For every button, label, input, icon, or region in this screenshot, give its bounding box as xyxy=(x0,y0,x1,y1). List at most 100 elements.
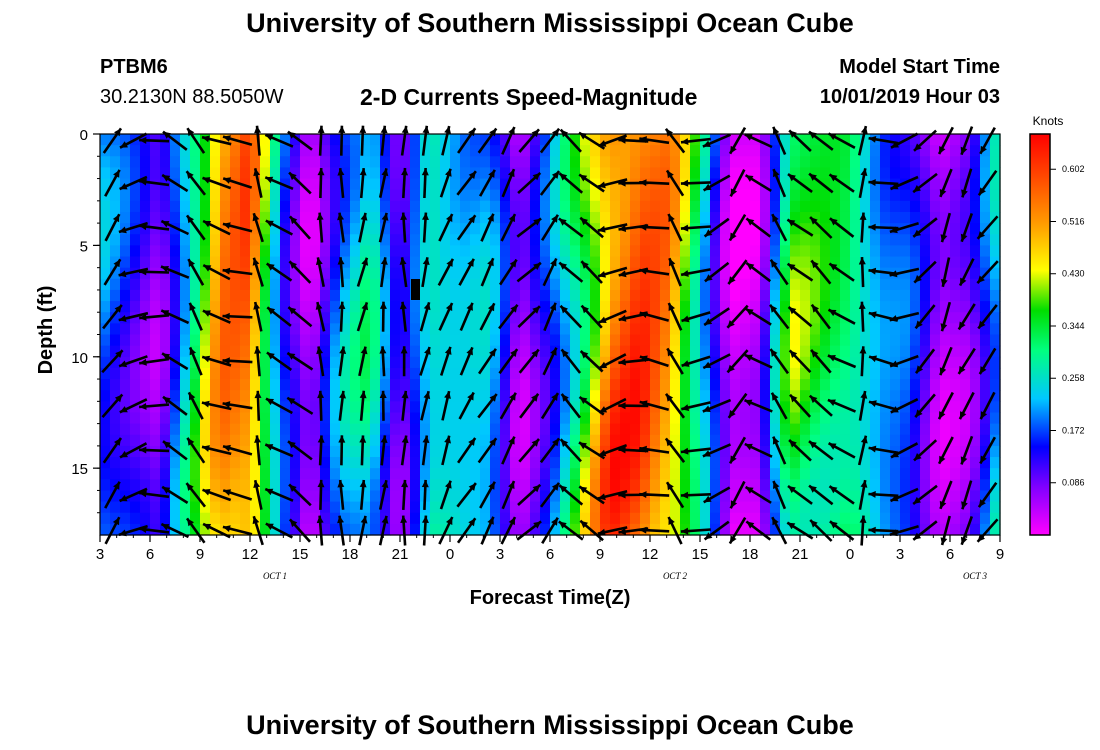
heatmap-cell xyxy=(740,278,751,291)
heatmap-cell xyxy=(570,434,581,447)
heatmap-cell xyxy=(510,234,521,246)
heatmap-cell xyxy=(380,356,391,369)
heatmap-cell xyxy=(240,512,251,525)
heatmap-cell xyxy=(300,234,311,246)
heatmap-cell xyxy=(920,323,931,336)
current-arrow-head xyxy=(203,523,212,531)
heatmap-cell xyxy=(230,267,241,280)
heatmap-cell xyxy=(360,367,371,380)
heatmap-cell xyxy=(770,334,781,347)
heatmap-cell xyxy=(480,278,491,291)
current-arrow-head xyxy=(730,500,738,509)
current-arrow-head xyxy=(265,220,274,227)
heatmap-cell xyxy=(310,523,321,536)
heatmap-cell xyxy=(720,390,731,402)
heatmap-cell xyxy=(510,501,521,514)
current-arrow-head xyxy=(487,213,494,222)
heatmap-cell xyxy=(180,323,191,336)
heatmap-cell xyxy=(300,490,311,503)
heatmap-cell xyxy=(720,345,731,358)
heatmap-cell xyxy=(200,267,211,280)
heatmap-cell xyxy=(210,479,221,492)
heatmap-cell xyxy=(800,301,811,313)
heatmap-cell xyxy=(160,145,171,157)
heatmap-cell xyxy=(690,490,701,503)
heatmap-cell xyxy=(270,390,281,402)
heatmap-cell xyxy=(340,412,351,425)
heatmap-cell xyxy=(220,278,231,291)
heatmap-cell xyxy=(570,479,581,492)
heatmap-cell xyxy=(920,479,931,492)
heatmap-cell xyxy=(950,501,961,514)
heatmap-cell xyxy=(250,200,261,213)
heatmap-cell xyxy=(130,178,141,191)
heatmap-cell xyxy=(760,457,771,469)
heatmap-cell xyxy=(370,512,381,525)
heatmap-cell xyxy=(510,289,521,302)
heatmap-cell xyxy=(330,323,341,336)
heatmap-cell xyxy=(800,479,811,492)
heatmap-cell xyxy=(410,134,421,146)
heatmap-cell xyxy=(810,267,821,280)
heatmap-cell xyxy=(890,167,901,180)
heatmap-cell xyxy=(990,323,1001,336)
heatmap-cell xyxy=(790,468,801,480)
current-arrow-head xyxy=(890,494,899,502)
heatmap-cell xyxy=(970,267,981,280)
heatmap-cell xyxy=(600,512,611,525)
heatmap-cell xyxy=(150,245,161,258)
heatmap-cell xyxy=(720,468,731,480)
heatmap-cell xyxy=(580,134,591,146)
heatmap-cell xyxy=(270,512,281,525)
heatmap-cell xyxy=(270,356,281,369)
heatmap-cell xyxy=(300,245,311,258)
heatmap-cell xyxy=(740,523,751,536)
heatmap-cell xyxy=(630,223,641,235)
heatmap-cell xyxy=(260,334,271,347)
heatmap-cell xyxy=(660,278,671,291)
heatmap-cell xyxy=(290,390,301,402)
heatmap-cell xyxy=(880,323,891,336)
heatmap-cell xyxy=(290,289,301,302)
heatmap-cell xyxy=(600,256,611,269)
heatmap-cell xyxy=(600,134,611,146)
heatmap-cell xyxy=(460,512,471,525)
heatmap-cell xyxy=(650,367,661,380)
heatmap-cell xyxy=(360,234,371,246)
heatmap-cell xyxy=(360,189,371,202)
heatmap-cell xyxy=(930,323,941,336)
heatmap-cell xyxy=(910,390,921,402)
heatmap-cell xyxy=(160,289,171,302)
heatmap-cell xyxy=(980,367,991,380)
heatmap-cell xyxy=(910,223,921,235)
heatmap-cell xyxy=(790,479,801,492)
heatmap-cell xyxy=(500,401,511,414)
heatmap-cell xyxy=(640,512,651,525)
heatmap-cell xyxy=(630,412,641,425)
heatmap-cell xyxy=(440,379,451,391)
current-arrow-head xyxy=(187,437,195,446)
heatmap-cell xyxy=(500,234,511,246)
heatmap-cell xyxy=(850,289,861,302)
current-arrow-head xyxy=(728,276,736,285)
heatmap-cell xyxy=(190,345,201,358)
heatmap-cell xyxy=(530,334,541,347)
current-arrow-head xyxy=(667,170,674,179)
current-arrow-head xyxy=(508,127,515,135)
heatmap-cell xyxy=(610,200,621,213)
heatmap-cell xyxy=(890,468,901,480)
heatmap-cell xyxy=(650,211,661,224)
heatmap-cell xyxy=(470,457,481,469)
heatmap-cell xyxy=(950,367,961,380)
heatmap-cell xyxy=(640,312,651,324)
heatmap-cell xyxy=(910,312,921,324)
current-arrow-head xyxy=(680,491,689,499)
heatmap-cell xyxy=(830,479,841,492)
current-arrow-head xyxy=(789,440,797,448)
heatmap-cell xyxy=(980,289,991,302)
heatmap-cell xyxy=(800,189,811,202)
current-arrow-head xyxy=(558,218,567,226)
heatmap-cell xyxy=(860,512,871,525)
heatmap-cell xyxy=(710,156,721,169)
heatmap-cell xyxy=(540,390,551,402)
